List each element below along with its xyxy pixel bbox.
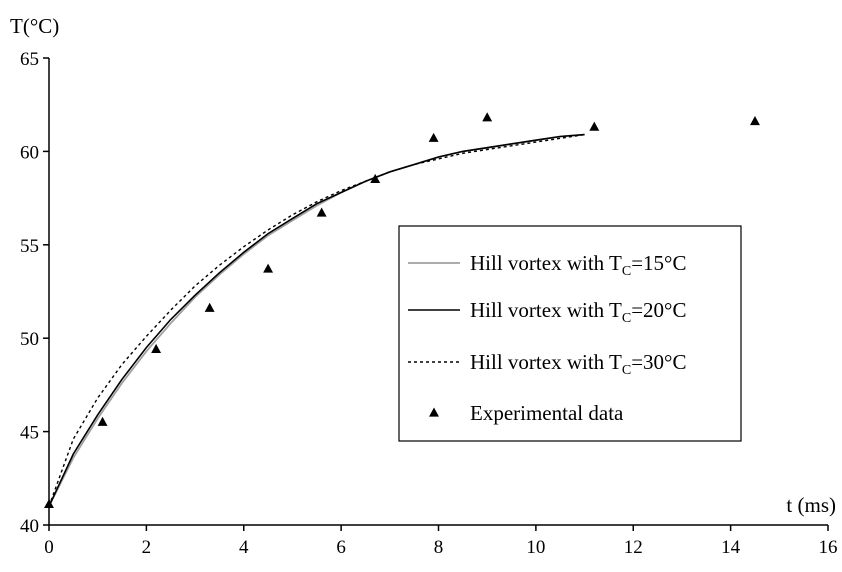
x-tick-label: 0 (44, 537, 54, 558)
legend-label: Hill vortex with TC=15°C (470, 251, 686, 279)
data-point (44, 498, 54, 509)
data-point (263, 263, 274, 273)
data-point (204, 302, 215, 312)
x-tick-label: 4 (239, 537, 249, 558)
legend: Hill vortex with TC=15°C Hill vortex with… (398, 225, 742, 442)
y-tick-label: 45 (20, 423, 39, 444)
legend-item-hill-vortex-with-t-c-30-c: Hill vortex with TC=30°C (408, 350, 686, 378)
y-tick-label: 50 (20, 329, 39, 350)
x-tick-label: 16 (819, 537, 838, 558)
series-experimental-data (44, 112, 760, 509)
y-tick-label: 60 (20, 142, 39, 163)
data-point (428, 132, 439, 142)
x-tick-label: 8 (434, 537, 444, 558)
data-point (589, 121, 600, 131)
x-tick-label: 6 (336, 537, 346, 558)
y-tick-label: 65 (20, 49, 39, 70)
data-point (750, 116, 760, 126)
y-tick-label: 55 (20, 236, 39, 257)
x-tick-label: 2 (142, 537, 152, 558)
legend-box (398, 225, 742, 442)
legend-swatch (429, 407, 439, 417)
series-hill-vortex-with-t-c-20-c (48, 133, 585, 507)
x-ticks: 0 2 4 6 8 10 12 14 16 (44, 525, 838, 558)
data-point (151, 343, 162, 353)
data-point (370, 173, 381, 183)
legend-item-experimental-data: Experimental data (429, 401, 624, 425)
x-tick-label: 14 (721, 537, 741, 558)
y-tick-label: 40 (20, 516, 39, 537)
data-point (482, 112, 493, 122)
legend-item-hill-vortex-with-t-c-20-c: Hill vortex with TC=20°C (408, 298, 686, 326)
series-line (48, 133, 585, 507)
data-point (316, 207, 327, 217)
x-axis-title: t (ms) (786, 493, 836, 517)
legend-label: Hill vortex with TC=20°C (470, 298, 686, 326)
legend-label: Experimental data (470, 401, 624, 425)
series-line (48, 133, 585, 507)
x-tick-label: 12 (624, 537, 643, 558)
series-hill-vortex-with-t-c-30-c (48, 133, 585, 507)
legend-item-hill-vortex-with-t-c-15-c: Hill vortex with TC=15°C (408, 251, 686, 279)
series-layer (44, 112, 760, 509)
y-axis-title: T(°C) (10, 14, 59, 38)
data-point (97, 416, 108, 426)
y-ticks: 40 45 50 55 60 65 (20, 49, 49, 537)
legend-label: Hill vortex with TC=30°C (470, 350, 686, 378)
x-tick-label: 10 (526, 537, 545, 558)
